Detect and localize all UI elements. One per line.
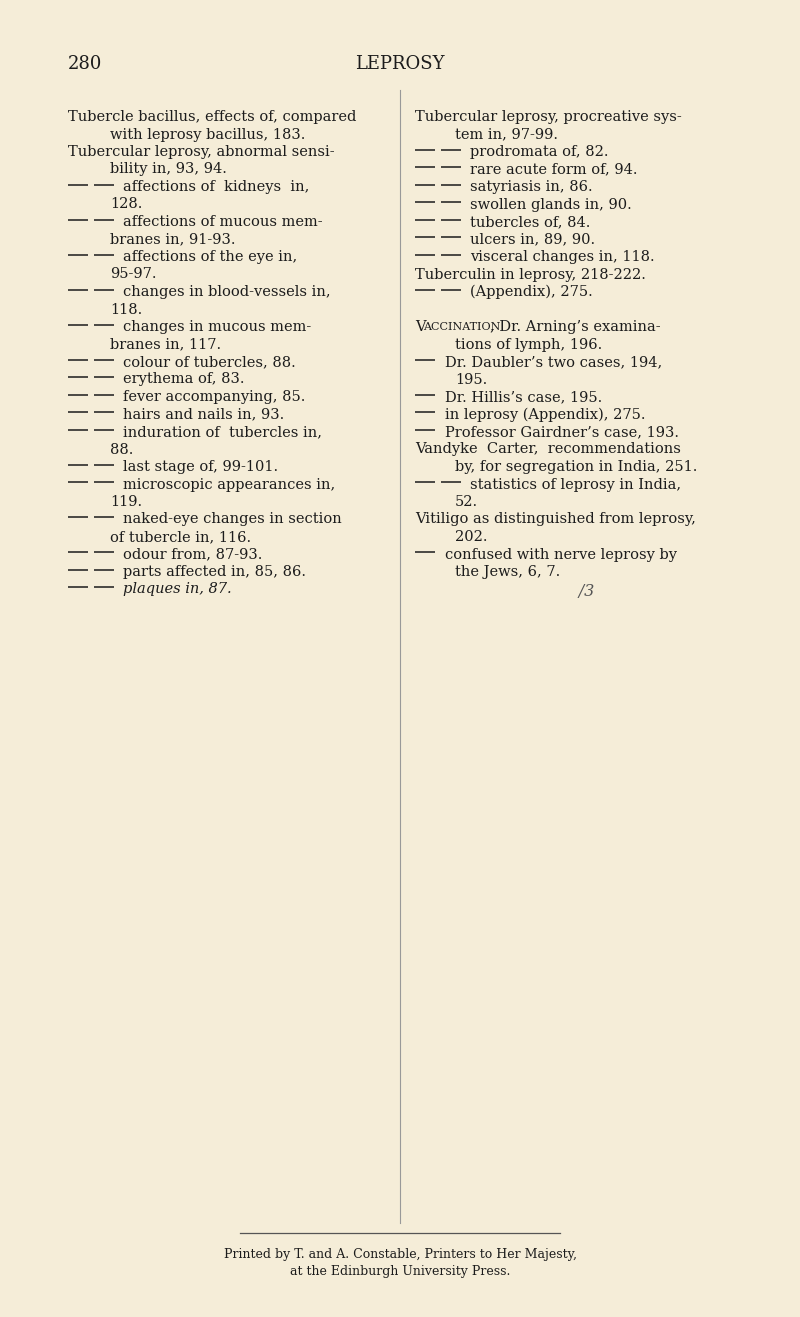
Text: branes in, 117.: branes in, 117. bbox=[110, 337, 221, 352]
Text: Dr. Daubler’s two cases, 194,: Dr. Daubler’s two cases, 194, bbox=[445, 356, 662, 369]
Text: at the Edinburgh University Press.: at the Edinburgh University Press. bbox=[290, 1266, 510, 1277]
Text: 202.: 202. bbox=[455, 529, 487, 544]
Text: tions of lymph, 196.: tions of lymph, 196. bbox=[455, 337, 602, 352]
Text: plaques in, 87.: plaques in, 87. bbox=[123, 582, 232, 597]
Text: microscopic appearances in,: microscopic appearances in, bbox=[123, 478, 335, 491]
Text: hairs and nails in, 93.: hairs and nails in, 93. bbox=[123, 407, 284, 421]
Text: changes in mucous mem-: changes in mucous mem- bbox=[123, 320, 311, 335]
Text: swollen glands in, 90.: swollen glands in, 90. bbox=[470, 198, 632, 212]
Text: of tubercle in, 116.: of tubercle in, 116. bbox=[110, 529, 251, 544]
Text: LEPROSY: LEPROSY bbox=[355, 55, 445, 72]
Text: parts affected in, 85, 86.: parts affected in, 85, 86. bbox=[123, 565, 306, 579]
Text: Tubercle bacillus, effects of, compared: Tubercle bacillus, effects of, compared bbox=[68, 111, 356, 124]
Text: rare acute form of, 94.: rare acute form of, 94. bbox=[470, 162, 638, 176]
Text: , Dr. Arning’s examina-: , Dr. Arning’s examina- bbox=[490, 320, 661, 335]
Text: Tuberculin in leprosy, 218-222.: Tuberculin in leprosy, 218-222. bbox=[415, 267, 646, 282]
Text: induration of  tubercles in,: induration of tubercles in, bbox=[123, 425, 322, 439]
Text: satyriasis in, 86.: satyriasis in, 86. bbox=[470, 180, 593, 194]
Text: statistics of leprosy in India,: statistics of leprosy in India, bbox=[470, 478, 681, 491]
Text: with leprosy bacillus, 183.: with leprosy bacillus, 183. bbox=[110, 128, 306, 141]
Text: 52.: 52. bbox=[455, 495, 478, 508]
Text: tubercles of, 84.: tubercles of, 84. bbox=[470, 215, 590, 229]
Text: (Appendix), 275.: (Appendix), 275. bbox=[470, 284, 593, 299]
Text: naked-eye changes in section: naked-eye changes in section bbox=[123, 512, 342, 527]
Text: Vandyke  Carter,  recommendations: Vandyke Carter, recommendations bbox=[415, 443, 681, 457]
Text: Dr. Hillis’s case, 195.: Dr. Hillis’s case, 195. bbox=[445, 390, 602, 404]
Text: last stage of, 99-101.: last stage of, 99-101. bbox=[123, 460, 278, 474]
Text: the Jews, 6, 7.: the Jews, 6, 7. bbox=[455, 565, 560, 579]
Text: fever accompanying, 85.: fever accompanying, 85. bbox=[123, 390, 306, 404]
Text: colour of tubercles, 88.: colour of tubercles, 88. bbox=[123, 356, 296, 369]
Text: 88.: 88. bbox=[110, 443, 134, 457]
Text: 195.: 195. bbox=[455, 373, 487, 386]
Text: Vitiligo as distinguished from leprosy,: Vitiligo as distinguished from leprosy, bbox=[415, 512, 696, 527]
Text: Professor Gairdner’s case, 193.: Professor Gairdner’s case, 193. bbox=[445, 425, 679, 439]
Text: affections of mucous mem-: affections of mucous mem- bbox=[123, 215, 322, 229]
Text: 118.: 118. bbox=[110, 303, 142, 316]
Text: erythema of, 83.: erythema of, 83. bbox=[123, 373, 245, 386]
Text: confused with nerve leprosy by: confused with nerve leprosy by bbox=[445, 548, 677, 561]
Text: in leprosy (Appendix), 275.: in leprosy (Appendix), 275. bbox=[445, 407, 646, 421]
Text: visceral changes in, 118.: visceral changes in, 118. bbox=[470, 250, 654, 263]
Text: tem in, 97-99.: tem in, 97-99. bbox=[455, 128, 558, 141]
Text: ulcers in, 89, 90.: ulcers in, 89, 90. bbox=[470, 233, 595, 246]
Text: affections of  kidneys  in,: affections of kidneys in, bbox=[123, 180, 310, 194]
Text: prodromata of, 82.: prodromata of, 82. bbox=[470, 145, 609, 159]
Text: V: V bbox=[415, 320, 426, 335]
Text: odour from, 87-93.: odour from, 87-93. bbox=[123, 548, 262, 561]
Text: ACCINATION: ACCINATION bbox=[423, 321, 501, 332]
Text: Tubercular leprosy, abnormal sensi-: Tubercular leprosy, abnormal sensi- bbox=[68, 145, 334, 159]
Text: Tubercular leprosy, procreative sys-: Tubercular leprosy, procreative sys- bbox=[415, 111, 682, 124]
Text: by, for segregation in India, 251.: by, for segregation in India, 251. bbox=[455, 460, 698, 474]
Text: 128.: 128. bbox=[110, 198, 142, 212]
Text: /3: /3 bbox=[425, 582, 594, 599]
Text: bility in, 93, 94.: bility in, 93, 94. bbox=[110, 162, 227, 176]
Text: 280: 280 bbox=[68, 55, 102, 72]
Text: affections of the eye in,: affections of the eye in, bbox=[123, 250, 298, 263]
Text: branes in, 91-93.: branes in, 91-93. bbox=[110, 233, 235, 246]
Text: Printed by T. and A. Constable, Printers to Her Majesty,: Printed by T. and A. Constable, Printers… bbox=[223, 1249, 577, 1260]
Text: 95-97.: 95-97. bbox=[110, 267, 157, 282]
Text: changes in blood-vessels in,: changes in blood-vessels in, bbox=[123, 284, 330, 299]
Text: 119.: 119. bbox=[110, 495, 142, 508]
